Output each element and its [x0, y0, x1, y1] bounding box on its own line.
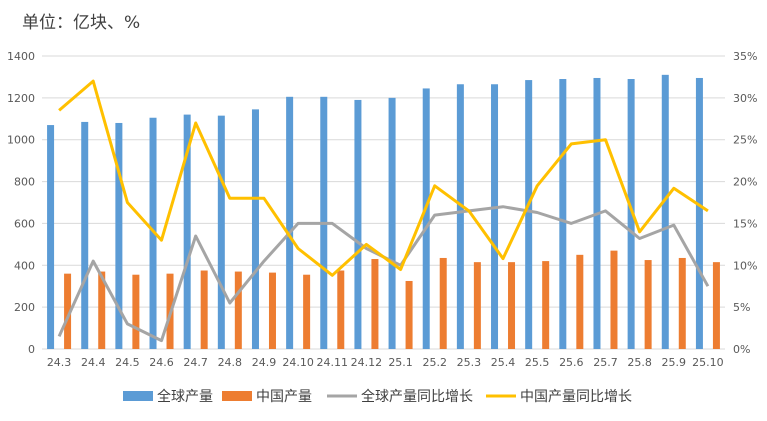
bar-china: [405, 280, 413, 349]
legend-swatch-global: [123, 391, 153, 401]
x-tick-label: 24.11: [317, 356, 349, 369]
x-tick-label: 25.7: [593, 356, 618, 369]
y-left-tick-label: 1200: [7, 92, 35, 105]
x-tick-label: 25.3: [457, 356, 482, 369]
bar-china: [542, 261, 550, 349]
bar-china: [200, 270, 208, 349]
bar-global: [183, 114, 191, 349]
bar-china: [98, 271, 106, 349]
legend-swatch-china-yoy: [486, 394, 516, 398]
bar-global: [695, 77, 703, 349]
bar-global: [81, 121, 89, 349]
bar-china: [473, 262, 481, 349]
unit-label: 单位：亿块、%: [22, 13, 141, 33]
x-tick-label: 24.6: [149, 356, 174, 369]
bar-china: [508, 262, 516, 349]
x-tick-label: 24.8: [218, 356, 243, 369]
y-right-tick-label: 25%: [733, 134, 757, 147]
y-right-tick-label: 10%: [733, 259, 757, 272]
bar-global: [627, 79, 635, 350]
x-tick-label: 25.1: [388, 356, 413, 369]
bar-global: [115, 122, 123, 349]
x-tick-label: 25.2: [422, 356, 447, 369]
x-tick-label: 25.10: [692, 356, 724, 369]
x-tick-label: 24.9: [252, 356, 277, 369]
bar-china: [303, 274, 311, 349]
bar-global: [47, 125, 55, 349]
legend-label: 全球产量同比增长: [361, 388, 473, 405]
y-left-tick-label: 1400: [7, 50, 35, 63]
y-left-tick-label: 800: [14, 176, 35, 189]
bar-global: [456, 84, 464, 349]
bar-global: [286, 96, 294, 349]
y-left-tick-label: 1000: [7, 134, 35, 147]
bar-china: [712, 262, 720, 349]
y-right-tick-label: 15%: [733, 217, 757, 230]
bar-global: [354, 99, 362, 349]
x-tick-label: 24.5: [115, 356, 140, 369]
x-tick-label: 24.4: [81, 356, 106, 369]
x-tick-label: 25.4: [491, 356, 516, 369]
legend-swatch-china: [222, 391, 252, 401]
x-tick-label: 24.12: [351, 356, 383, 369]
legend-label: 全球产量: [157, 388, 213, 405]
series-line-china-yoy: [58, 79, 709, 277]
bar-china: [371, 259, 379, 349]
bar-global: [422, 88, 430, 350]
y-left-tick-label: 200: [14, 301, 35, 314]
bar-global: [491, 84, 499, 349]
bar-global: [525, 80, 533, 349]
bar-china: [576, 254, 584, 349]
bar-china: [678, 257, 686, 349]
bar-china: [439, 257, 447, 349]
x-tick-label: 25.5: [525, 356, 550, 369]
y-right-tick-label: 0%: [733, 343, 750, 356]
bar-china: [644, 260, 652, 349]
bar-china: [234, 271, 242, 349]
bar-china: [64, 273, 72, 349]
bar-china: [337, 270, 345, 349]
bar-global: [388, 97, 396, 349]
bar-china: [132, 274, 140, 349]
y-left-tick-label: 600: [14, 217, 35, 230]
x-tick-label: 25.8: [627, 356, 652, 369]
legend-swatch-global-yoy: [327, 394, 357, 398]
bar-china: [610, 250, 618, 349]
bar-global: [217, 115, 225, 350]
y-left-tick-label: 0: [28, 343, 35, 356]
legend-label: 中国产量同比增长: [520, 389, 632, 405]
bar-global: [661, 74, 669, 349]
x-tick-label: 24.7: [183, 356, 208, 369]
y-right-tick-label: 20%: [733, 176, 757, 189]
legend-label: 中国产量: [256, 389, 312, 405]
bar-china: [268, 272, 276, 349]
bar-global: [251, 109, 259, 349]
y-left-tick-label: 400: [14, 259, 35, 272]
bar-global: [559, 79, 567, 350]
x-tick-label: 25.6: [559, 356, 584, 369]
x-tick-label: 24.10: [282, 356, 314, 369]
x-tick-label: 25.9: [662, 356, 687, 369]
y-right-tick-label: 35%: [733, 50, 757, 63]
y-right-tick-label: 30%: [733, 92, 757, 105]
y-right-tick-label: 5%: [733, 301, 750, 314]
bar-global: [149, 117, 157, 349]
x-tick-label: 24.3: [47, 356, 72, 369]
